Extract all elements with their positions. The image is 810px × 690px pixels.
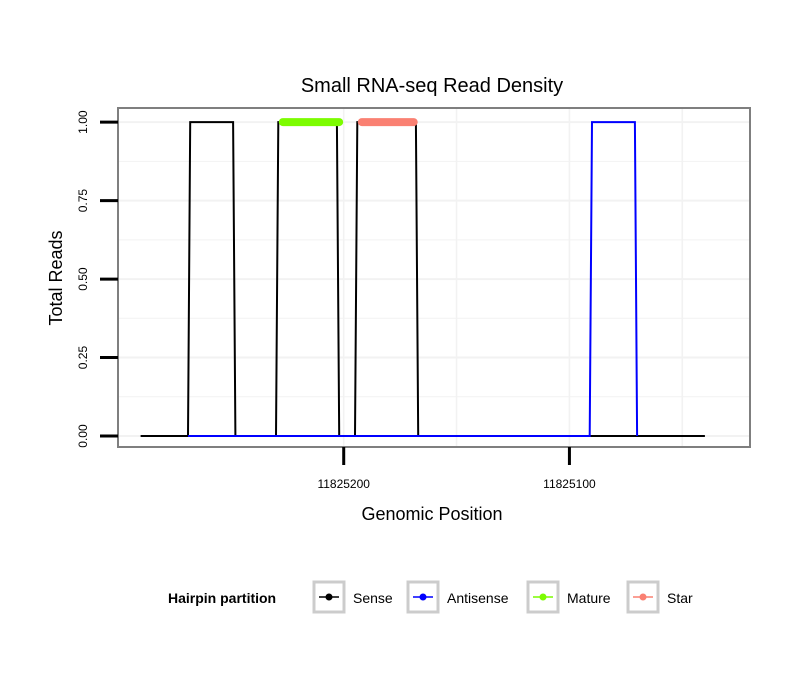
grid: [118, 108, 750, 447]
legend-key-dot: [539, 593, 547, 601]
legend-title: Hairpin partition: [168, 590, 276, 606]
series-antisense: [188, 121, 639, 437]
legend-key-dot: [325, 593, 333, 601]
y-tick-label: 0.50: [76, 267, 90, 291]
y-tick-label: 0.00: [76, 424, 90, 448]
series-layer: [140, 118, 705, 437]
legend-item-sense: Sense: [312, 580, 393, 614]
legend-key-dot: [419, 593, 427, 601]
legend-label: Sense: [353, 590, 393, 606]
legend: Hairpin partition Sense Antisense Mature St…: [168, 580, 693, 614]
legend-items: Sense Antisense Mature Star: [312, 580, 693, 614]
y-tick-label: 0.25: [76, 346, 90, 370]
legend-item-antisense: Antisense: [406, 580, 509, 614]
legend-label: Mature: [567, 590, 611, 606]
x-axis-label: Genomic Position: [361, 504, 502, 524]
plot-border: [117, 107, 751, 448]
x-tick-label: 11825100: [543, 477, 596, 491]
y-axis-label: Total Reads: [46, 230, 66, 325]
legend-item-mature: Mature: [526, 580, 611, 614]
legend-label: Antisense: [447, 590, 509, 606]
y-tick-label: 0.75: [76, 189, 90, 213]
axes: 0.00 0.25 0.50 0.75 1.00 11825200 11825100: [76, 110, 596, 491]
legend-key-dot: [639, 593, 647, 601]
legend-label: Star: [667, 590, 693, 606]
x-tick-label: 11825200: [317, 477, 370, 491]
legend-item-star: Star: [626, 580, 693, 614]
legend-key-box: [626, 580, 660, 614]
y-tick-label: 1.00: [76, 110, 90, 134]
chart-title: Small RNA-seq Read Density: [301, 75, 563, 97]
